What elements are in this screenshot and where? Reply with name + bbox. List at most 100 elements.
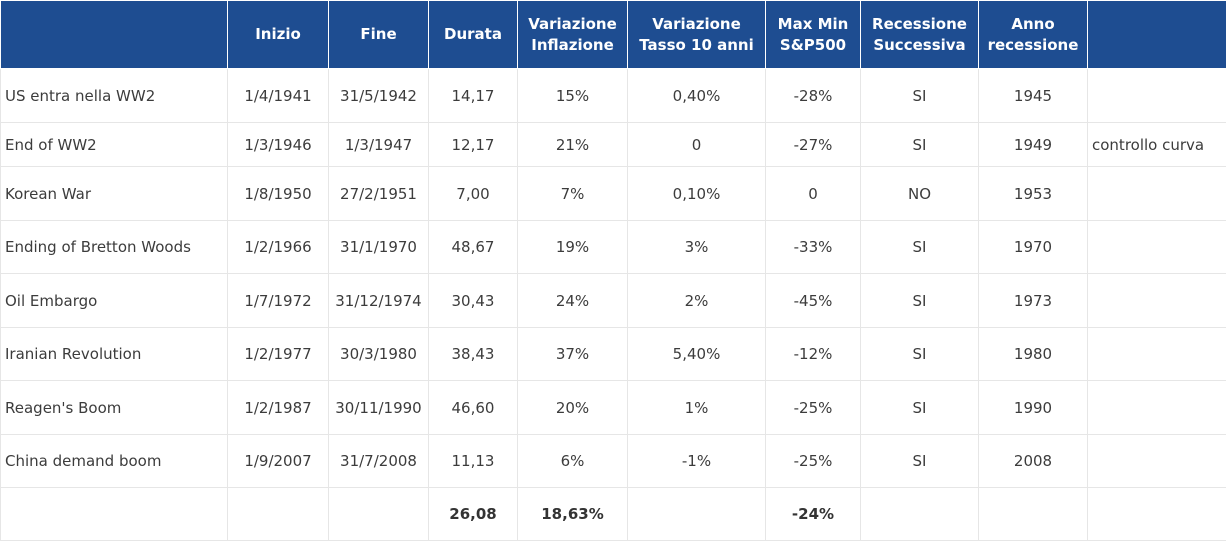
cell-maxmin: -25%: [766, 435, 861, 488]
cell-inflazione: 21%: [518, 123, 628, 167]
cell-anno: 1949: [979, 123, 1088, 167]
cell-durata: 14,17: [429, 69, 518, 123]
cell-fine: 30/3/1980: [329, 328, 429, 381]
cell-maxmin: -27%: [766, 123, 861, 167]
cell-tasso: 3%: [628, 221, 766, 274]
table-row: Iranian Revolution 1/2/1977 30/3/1980 38…: [1, 328, 1226, 381]
cell-evento: End of WW2: [1, 123, 228, 167]
cell-tasso: -1%: [628, 435, 766, 488]
cell-inizio: 1/4/1941: [228, 69, 329, 123]
cell-tasso: 2%: [628, 274, 766, 328]
total-maxmin: -24%: [766, 488, 861, 541]
cell-anno: 1970: [979, 221, 1088, 274]
cell-tasso: 0,40%: [628, 69, 766, 123]
cell-recessione: SI: [861, 123, 979, 167]
cell-maxmin: -25%: [766, 381, 861, 435]
cell-inflazione: 7%: [518, 167, 628, 221]
cell-inflazione: 20%: [518, 381, 628, 435]
cell-evento: US entra nella WW2: [1, 69, 228, 123]
cell-durata: 30,43: [429, 274, 518, 328]
cell-recessione: SI: [861, 435, 979, 488]
cell-recessione: SI: [861, 221, 979, 274]
cell-fine: 27/2/1951: [329, 167, 429, 221]
cell-maxmin: -12%: [766, 328, 861, 381]
cell-evento: Iranian Revolution: [1, 328, 228, 381]
table-row: Oil Embargo 1/7/1972 31/12/1974 30,43 24…: [1, 274, 1226, 328]
total-fine: [329, 488, 429, 541]
cell-inizio: 1/9/2007: [228, 435, 329, 488]
table-row: China demand boom 1/9/2007 31/7/2008 11,…: [1, 435, 1226, 488]
cell-evento: Oil Embargo: [1, 274, 228, 328]
header-recessione: Recessione Successiva: [861, 1, 979, 69]
header-variazione-inflazione: Variazione Inflazione: [518, 1, 628, 69]
cell-inizio: 1/2/1987: [228, 381, 329, 435]
cell-tasso: 1%: [628, 381, 766, 435]
table-row: US entra nella WW2 1/4/1941 31/5/1942 14…: [1, 69, 1226, 123]
header-anno-recessione: Anno recessione: [979, 1, 1088, 69]
cell-inflazione: 37%: [518, 328, 628, 381]
cell-durata: 38,43: [429, 328, 518, 381]
cell-note: [1088, 435, 1226, 488]
cell-fine: 31/12/1974: [329, 274, 429, 328]
cell-note: [1088, 274, 1226, 328]
cell-note: controllo curva: [1088, 123, 1226, 167]
total-evento: [1, 488, 228, 541]
table-row: Ending of Bretton Woods 1/2/1966 31/1/19…: [1, 221, 1226, 274]
table-row: Reagen's Boom 1/2/1987 30/11/1990 46,60 …: [1, 381, 1226, 435]
cell-inflazione: 19%: [518, 221, 628, 274]
cell-inizio: 1/7/1972: [228, 274, 329, 328]
cell-evento: Reagen's Boom: [1, 381, 228, 435]
table-row: End of WW2 1/3/1946 1/3/1947 12,17 21% 0…: [1, 123, 1226, 167]
cell-inizio: 1/8/1950: [228, 167, 329, 221]
cell-inizio: 1/2/1977: [228, 328, 329, 381]
total-durata: 26,08: [429, 488, 518, 541]
cell-note: [1088, 69, 1226, 123]
cell-durata: 48,67: [429, 221, 518, 274]
cell-anno: 1973: [979, 274, 1088, 328]
cell-evento: Ending of Bretton Woods: [1, 221, 228, 274]
cell-maxmin: -28%: [766, 69, 861, 123]
cell-fine: 31/1/1970: [329, 221, 429, 274]
cell-note: [1088, 167, 1226, 221]
cell-maxmin: -45%: [766, 274, 861, 328]
cell-durata: 7,00: [429, 167, 518, 221]
cell-tasso: 0: [628, 123, 766, 167]
total-tasso: [628, 488, 766, 541]
header-inizio: Inizio: [228, 1, 329, 69]
cell-inflazione: 24%: [518, 274, 628, 328]
header-max-min: Max Min S&P500: [766, 1, 861, 69]
cell-recessione: SI: [861, 381, 979, 435]
cell-anno: 1945: [979, 69, 1088, 123]
cell-recessione: SI: [861, 274, 979, 328]
cell-evento: China demand boom: [1, 435, 228, 488]
cell-tasso: 0,10%: [628, 167, 766, 221]
cell-durata: 11,13: [429, 435, 518, 488]
header-variazione-tasso: Variazione Tasso 10 anni: [628, 1, 766, 69]
cell-inflazione: 6%: [518, 435, 628, 488]
cell-durata: 12,17: [429, 123, 518, 167]
cell-durata: 46,60: [429, 381, 518, 435]
cell-note: [1088, 221, 1226, 274]
cell-inizio: 1/3/1946: [228, 123, 329, 167]
cell-anno: 2008: [979, 435, 1088, 488]
cell-anno: 1990: [979, 381, 1088, 435]
cell-note: [1088, 328, 1226, 381]
header-note: [1088, 1, 1226, 69]
total-anno: [979, 488, 1088, 541]
cell-inflazione: 15%: [518, 69, 628, 123]
header-evento: [1, 1, 228, 69]
cell-anno: 1953: [979, 167, 1088, 221]
cell-inizio: 1/2/1966: [228, 221, 329, 274]
cell-note: [1088, 381, 1226, 435]
cell-recessione: SI: [861, 69, 979, 123]
cell-recessione: NO: [861, 167, 979, 221]
total-note: [1088, 488, 1226, 541]
table-row: Korean War 1/8/1950 27/2/1951 7,00 7% 0,…: [1, 167, 1226, 221]
cell-recessione: SI: [861, 328, 979, 381]
cell-tasso: 5,40%: [628, 328, 766, 381]
cell-fine: 1/3/1947: [329, 123, 429, 167]
total-inizio: [228, 488, 329, 541]
total-inflazione: 18,63%: [518, 488, 628, 541]
totals-row: 26,08 18,63% -24%: [1, 488, 1226, 541]
